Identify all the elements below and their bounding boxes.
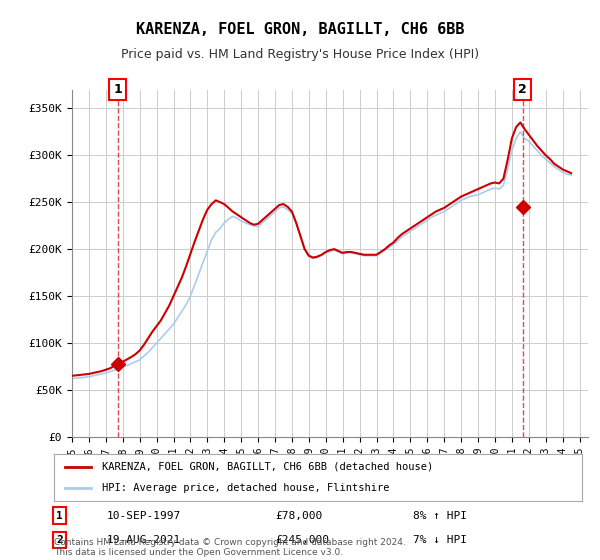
Text: £78,000: £78,000 bbox=[276, 511, 323, 521]
Text: Price paid vs. HM Land Registry's House Price Index (HPI): Price paid vs. HM Land Registry's House … bbox=[121, 48, 479, 60]
Text: 19-AUG-2021: 19-AUG-2021 bbox=[107, 535, 181, 545]
Text: 10-SEP-1997: 10-SEP-1997 bbox=[107, 511, 181, 521]
Text: £245,000: £245,000 bbox=[276, 535, 330, 545]
Text: KARENZA, FOEL GRON, BAGILLT, CH6 6BB: KARENZA, FOEL GRON, BAGILLT, CH6 6BB bbox=[136, 22, 464, 38]
Text: 2: 2 bbox=[518, 83, 527, 96]
Text: Contains HM Land Registry data © Crown copyright and database right 2024.
This d: Contains HM Land Registry data © Crown c… bbox=[54, 538, 406, 557]
Text: 7% ↓ HPI: 7% ↓ HPI bbox=[413, 535, 467, 545]
Text: 2: 2 bbox=[56, 535, 62, 545]
Text: KARENZA, FOEL GRON, BAGILLT, CH6 6BB (detached house): KARENZA, FOEL GRON, BAGILLT, CH6 6BB (de… bbox=[101, 462, 433, 472]
Text: 8% ↑ HPI: 8% ↑ HPI bbox=[413, 511, 467, 521]
Text: 1: 1 bbox=[56, 511, 62, 521]
Text: HPI: Average price, detached house, Flintshire: HPI: Average price, detached house, Flin… bbox=[101, 483, 389, 493]
Text: 1: 1 bbox=[113, 83, 122, 96]
